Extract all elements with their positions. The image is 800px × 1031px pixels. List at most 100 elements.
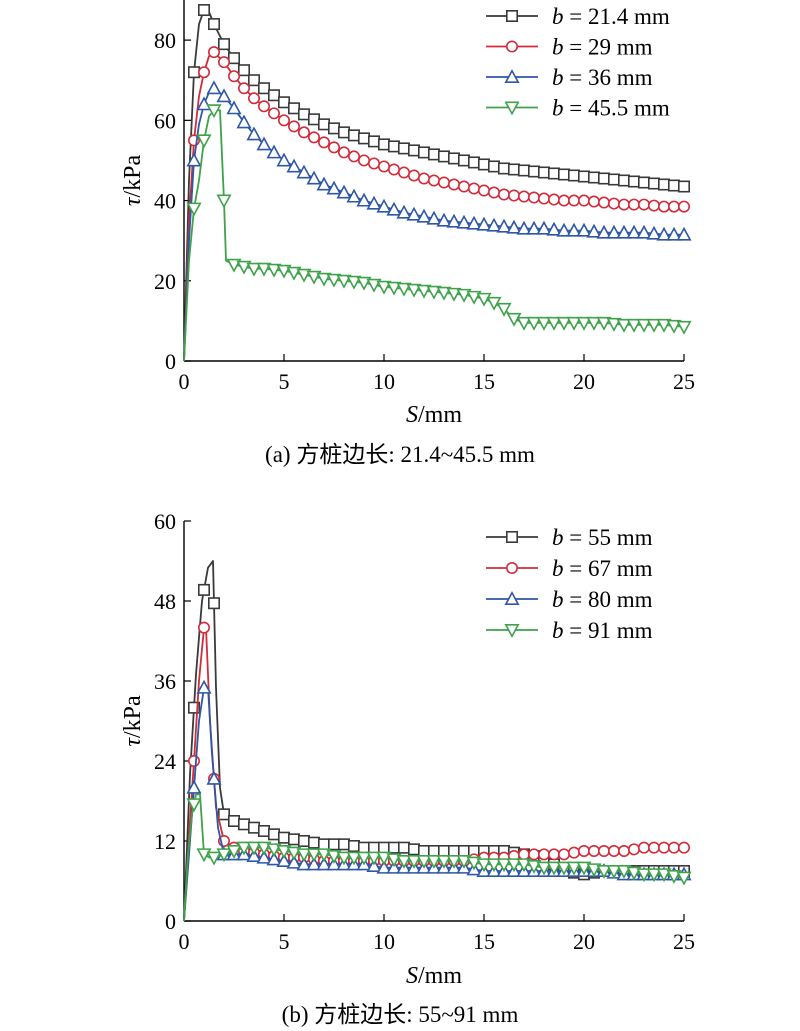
data-point [276,152,292,167]
data-point [218,808,231,821]
data-point [356,851,372,866]
data-point [367,841,380,854]
data-point [287,120,300,133]
y-axis-var: τ [120,196,146,206]
data-point [208,46,221,59]
data-point [517,164,530,177]
data-point [656,868,672,883]
data-point [216,848,232,863]
data-point [546,316,562,331]
data-point [186,779,202,794]
data-point [677,180,690,193]
data-point [427,174,440,187]
data-point [297,126,310,139]
series-2 [183,46,690,362]
data-point [446,287,462,302]
data-point [246,262,262,277]
data-point [587,844,600,857]
x-tick-label: 5 [279,929,290,954]
data-point [226,100,242,115]
data-point [377,160,390,173]
data-point [266,843,282,858]
data-point [316,176,332,191]
data-point [387,163,400,176]
data-point [547,193,560,206]
data-point [346,851,362,866]
data-point [256,262,272,277]
data-point [188,701,201,714]
data-point [357,132,370,145]
data-point [277,96,290,109]
data-point [507,163,520,176]
data-point [218,56,231,69]
data-point [266,851,282,866]
data-point [676,320,692,335]
data-point [307,113,320,126]
data-point [667,200,680,213]
data-point [416,208,432,223]
data-point [466,290,482,305]
data-point [556,222,572,237]
x-axis-var: S [406,963,418,989]
data-point [437,176,450,189]
data-point [627,198,640,211]
data-point [627,175,640,188]
y-tick-label: 48 [154,589,176,614]
x-axis-title: S/mm [406,402,462,428]
data-point [487,186,500,199]
legend-marker [505,40,518,53]
legend-label: b = 55 mm [552,525,653,550]
legend-entry: b = 80 mm [486,587,653,612]
data-point [566,222,582,237]
series-4 [183,793,692,922]
y-tick-label: 24 [154,749,176,774]
data-point [566,861,582,876]
data-point [236,114,252,129]
data-point [647,841,660,854]
legend-marker [505,561,518,574]
data-point [397,166,410,179]
panel-caption: (b) 方桩边长: 55~91 mm [282,1002,519,1027]
data-point [206,851,222,866]
data-point [337,838,350,851]
data-point [386,853,402,868]
series-1 [183,4,690,362]
data-point [347,150,360,163]
data-point [377,138,390,151]
y-tick-label: 80 [154,28,176,53]
data-point [248,74,261,87]
data-point [427,844,440,857]
data-point [417,172,430,185]
data-point [306,270,322,285]
data-point [667,179,680,192]
data-point [496,858,512,873]
data-point [437,150,450,163]
data-point [367,135,380,148]
legend-var: b [552,618,564,643]
data-point [636,868,652,883]
legend-var: b [552,35,564,60]
y-axis-title: τ/kPa [120,155,146,207]
x-tick-label: 10 [373,929,395,954]
data-point [356,276,372,291]
y-tick-label: 40 [154,189,176,214]
data-point [287,102,300,115]
data-point [296,848,312,863]
data-point [647,177,660,190]
data-point [286,266,302,281]
data-point [477,158,490,171]
data-point [238,82,251,95]
data-point [646,318,662,333]
data-point [386,281,402,296]
y-tick-label: 0 [165,349,176,374]
data-point [367,157,380,170]
data-point [607,197,620,210]
data-point [406,283,422,298]
data-point [536,220,552,235]
data-point [456,854,472,869]
data-point [497,162,510,175]
data-point [456,214,472,229]
data-point [366,851,382,866]
